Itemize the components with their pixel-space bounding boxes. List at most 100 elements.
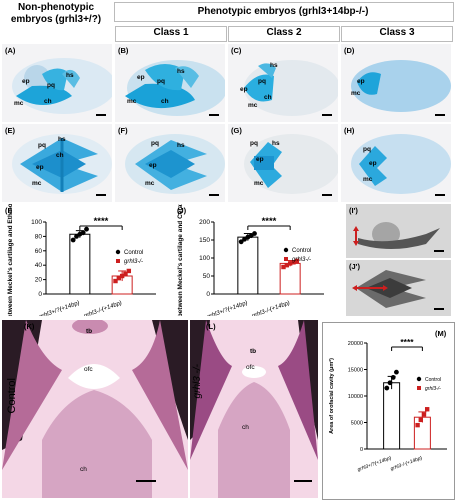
label-ep: ep <box>149 162 157 169</box>
label-hs: hs <box>177 68 185 75</box>
label-pq: pq <box>250 140 258 147</box>
label-hs: hs <box>270 62 278 69</box>
y-tick-label: 200 <box>199 219 210 226</box>
panel-D-label: (D) <box>344 46 355 55</box>
header-phenotypic: Phenotypic embryos (grhl3+14bp-/-) <box>197 6 369 17</box>
panel-L: grhl3 -/- (L) tb ofc ch <box>190 320 318 498</box>
scale-bar <box>96 114 106 116</box>
panel-G-image <box>244 134 338 194</box>
data-point <box>284 263 290 268</box>
x-tick-label: grhl3+/?(+14bp) <box>357 455 393 473</box>
y-tick-label: 20 <box>35 277 43 284</box>
scale-bar <box>209 194 219 196</box>
data-point <box>394 369 399 375</box>
scale-bar <box>435 114 445 116</box>
panel-F: (F) pq hs ep mc <box>115 124 225 202</box>
legend-label-mutant: grhl3-/- <box>425 386 441 392</box>
data-point <box>291 260 296 265</box>
label-control: Control <box>6 378 18 414</box>
panel-G-label: (G) <box>231 126 242 135</box>
data-point <box>281 264 286 270</box>
panel-J-prime: (J') <box>346 260 451 316</box>
label-ofc: ofc <box>246 364 255 371</box>
label-ch: ch <box>161 98 169 105</box>
panel-B: (B) ep pq hs mc ch <box>115 44 225 122</box>
panel-J-prime-label: (J') <box>349 262 360 271</box>
label-ofc: ofc <box>84 366 93 373</box>
data-point <box>119 273 125 279</box>
label-pq: pq <box>157 78 165 85</box>
panel-A: (A) ep pq hs mc ch <box>2 44 112 122</box>
label-mutant: grhl3 -/- <box>192 364 203 399</box>
y-tick-label: 50 <box>203 273 211 280</box>
panel-A-image <box>12 58 112 114</box>
y-tick-label: 0 <box>360 447 363 453</box>
label-mc: mc <box>351 90 361 97</box>
data-point <box>113 278 118 284</box>
panel-I-label: (I) <box>5 206 13 215</box>
label-hs: hs <box>66 72 74 79</box>
y-tick-label: 40 <box>35 262 43 269</box>
data-point <box>116 275 122 281</box>
label-pq: pq <box>38 142 46 149</box>
label-ep: ep <box>36 164 44 171</box>
x-tick-label: grhl3-/-(+14bp) <box>251 300 291 316</box>
bar <box>69 233 91 295</box>
bar <box>383 382 401 450</box>
panel-K-image <box>2 320 188 498</box>
scale-bar <box>322 114 332 116</box>
label-ep: ep <box>369 160 377 167</box>
data-point <box>80 230 86 236</box>
legend-label-control: Control <box>124 250 143 256</box>
label-ep: ep <box>357 78 365 85</box>
panel-E-image <box>12 134 112 194</box>
panel-M-label: (M) <box>435 329 447 338</box>
panel-F-image <box>125 134 225 194</box>
label-pq: pq <box>151 140 159 147</box>
significance-label: **** <box>400 337 414 347</box>
panel-I-prime-image <box>353 222 440 249</box>
scale-bar <box>434 250 444 252</box>
label-pq: pq <box>47 82 55 89</box>
y-tick-label: 15000 <box>348 368 363 374</box>
panel-J-label: (J) <box>177 206 187 215</box>
panel-G: (G) pq hs ep mc <box>228 124 338 202</box>
scale-bar <box>136 480 156 482</box>
panel-E-label: (E) <box>5 126 15 135</box>
panel-A-label: (A) <box>5 46 16 55</box>
label-ch: ch <box>80 466 87 473</box>
label-mc: mc <box>145 180 155 187</box>
label-ep: ep <box>256 156 264 163</box>
label-ep: ep <box>22 78 30 85</box>
header-nonphenotypic: Non-phenotypic embryos (grhl3+/?) <box>4 2 108 26</box>
label-mc: mc <box>127 98 137 105</box>
y-tick-label: 60 <box>35 248 43 255</box>
panel-H-label: (H) <box>344 126 355 135</box>
panel-I: (I) 0 20 40 60 80 100 Distance between Meckel'… <box>2 204 172 316</box>
label-pq: pq <box>258 78 266 85</box>
header-class3: Class 3 <box>341 26 453 42</box>
scale-bar <box>294 480 312 482</box>
bar <box>237 236 259 295</box>
header-class2: Class 2 <box>228 26 340 42</box>
label-hs: hs <box>177 142 185 149</box>
legend-label-mutant: grhl3-/- <box>124 259 143 265</box>
y-tick-label: 20000 <box>348 341 363 347</box>
chart-I: 0 20 40 60 80 100 Distance between Meckel's ca… <box>7 204 156 316</box>
panel-B-image <box>125 60 225 116</box>
y-tick-label: 100 <box>31 219 42 226</box>
data-point <box>84 226 89 232</box>
data-point <box>384 385 390 391</box>
header-class1: Class 1 <box>115 26 227 42</box>
panel-I-prime-label: (I') <box>349 206 358 215</box>
y-tick-label: 5000 <box>351 421 363 427</box>
panel-D-image <box>351 60 451 112</box>
scale-bar <box>434 308 444 310</box>
significance-label: **** <box>262 216 277 227</box>
data-point <box>424 407 430 412</box>
panel-B-label: (B) <box>118 46 129 55</box>
legend-marker-control <box>416 376 422 382</box>
label-ch: ch <box>264 94 272 101</box>
y-tick-label: 80 <box>35 233 43 240</box>
panel-C-label: (C) <box>231 46 242 55</box>
